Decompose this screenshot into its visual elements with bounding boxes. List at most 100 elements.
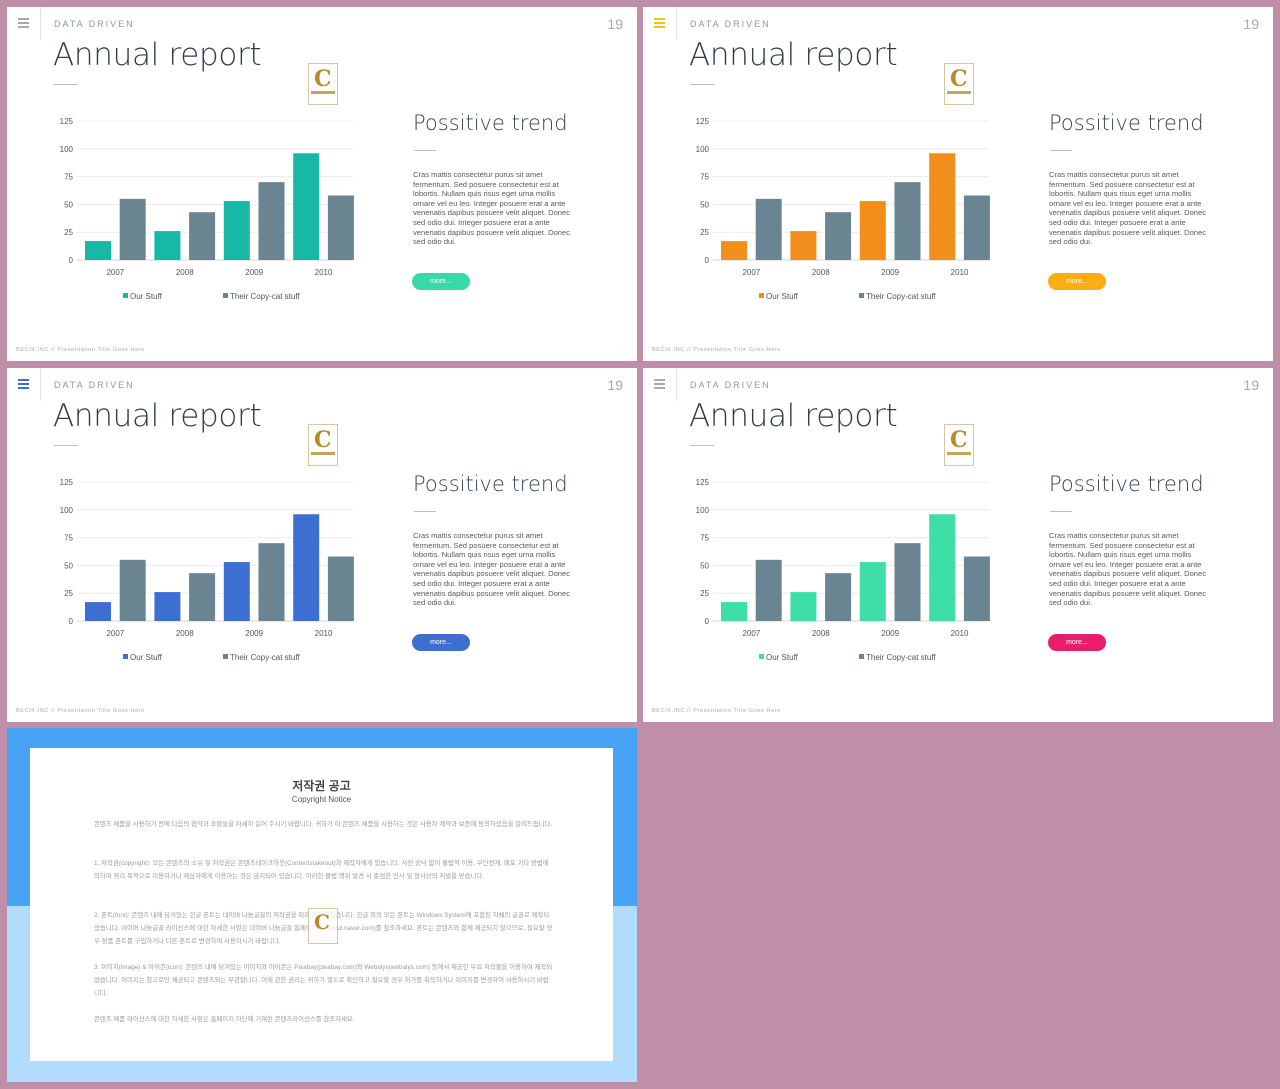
bar <box>258 543 285 621</box>
contents-logo-icon: C <box>308 63 338 105</box>
body-text: Cras mattis consectetur purus sit amet f… <box>1049 531 1207 608</box>
header-divider <box>676 7 677 40</box>
x-tick-label: 2007 <box>106 268 124 277</box>
bar <box>859 201 886 260</box>
heading-underline <box>1050 511 1072 512</box>
hamburger-icon[interactable] <box>654 379 665 390</box>
slide: DATA DRIVEN 19 Annual report 0 25 50 75 100 1… <box>7 7 637 361</box>
bar <box>154 231 181 260</box>
bar <box>790 592 817 621</box>
bar <box>825 573 852 621</box>
y-tick-label: 125 <box>696 117 710 126</box>
trend-heading: Possitive trend <box>413 111 568 135</box>
legend-swatch <box>223 293 228 298</box>
more-button[interactable]: more... <box>412 273 470 290</box>
notice-paragraph: 콘텐츠 제품 라이선스에 대한 자세한 사항은 홈페이지 하단에 기재된 콘텐츠… <box>94 1016 355 1023</box>
legend-swatch <box>223 654 228 659</box>
x-tick-label: 2007 <box>742 629 760 638</box>
footer-text: BECIK.INC // Presentation Title Goes Her… <box>652 347 781 353</box>
more-button[interactable]: more... <box>1048 273 1106 290</box>
y-tick-label: 0 <box>69 256 74 265</box>
hamburger-icon[interactable] <box>18 18 29 29</box>
x-tick-label: 2009 <box>245 629 263 638</box>
trend-heading: Possitive trend <box>413 472 568 496</box>
bar <box>721 602 747 621</box>
bar-chart: 0 25 50 75 100 125 2007 2008 2009 2010 Our Stuff Th… <box>696 478 990 662</box>
bar <box>258 182 285 260</box>
title-underline <box>690 445 714 446</box>
y-tick-label: 50 <box>700 200 709 209</box>
bar <box>755 559 782 621</box>
contents-logo-icon: C <box>944 63 974 105</box>
x-tick-label: 2009 <box>881 268 899 277</box>
x-tick-label: 2009 <box>245 268 263 277</box>
y-tick-label: 25 <box>700 228 709 237</box>
y-tick-label: 25 <box>64 228 73 237</box>
slide-title: Annual report <box>689 37 898 73</box>
x-tick-label: 2007 <box>106 629 124 638</box>
bar <box>189 212 216 260</box>
contents-logo-icon: C <box>308 908 338 944</box>
notice-paragraph: 1. 저작권(copyright): 모든 콘텐츠의 소유 및 저작권은 콘텐츠… <box>94 860 549 880</box>
legend-label: Our Stuff <box>766 292 799 301</box>
y-tick-label: 100 <box>60 506 74 515</box>
y-tick-label: 0 <box>69 617 74 626</box>
bar <box>929 153 956 260</box>
x-tick-label: 2008 <box>176 629 194 638</box>
bar <box>85 602 111 621</box>
x-tick-label: 2010 <box>951 268 969 277</box>
bar <box>790 231 817 260</box>
bar <box>189 573 216 621</box>
x-tick-label: 2009 <box>881 629 899 638</box>
header-divider <box>676 368 677 401</box>
y-tick-label: 100 <box>696 506 710 515</box>
footer-text: BECIK.INC // Presentation Title Goes Her… <box>652 708 781 714</box>
bar <box>755 198 782 260</box>
bar-chart: 0 25 50 75 100 125 2007 2008 2009 2010 Our Stuff Th… <box>696 117 990 301</box>
trend-heading: Possitive trend <box>1049 111 1204 135</box>
y-tick-label: 25 <box>64 589 73 598</box>
trend-heading: Possitive trend <box>1049 472 1204 496</box>
bar <box>894 543 921 621</box>
bar <box>721 241 747 260</box>
footer-text: BECIK.INC // Presentation Title Goes Her… <box>16 347 145 353</box>
more-button[interactable]: more... <box>1048 634 1106 651</box>
header-divider <box>40 7 41 40</box>
hamburger-icon[interactable] <box>654 18 665 29</box>
legend-label: Their Copy-cat stuff <box>230 653 300 662</box>
legend-swatch <box>759 654 764 659</box>
contents-logo-icon: C <box>944 424 974 466</box>
heading-underline <box>1050 150 1072 151</box>
legend-label: Our Stuff <box>130 292 163 301</box>
body-text: Cras mattis consectetur purus sit amet f… <box>413 531 571 608</box>
hamburger-icon[interactable] <box>18 379 29 390</box>
slide: DATA DRIVEN 19 Annual report 0 25 50 75 100 1… <box>643 368 1273 722</box>
y-tick-label: 100 <box>60 145 74 154</box>
title-underline <box>690 84 714 85</box>
y-tick-label: 50 <box>64 561 73 570</box>
slide-title: Annual report <box>689 398 898 434</box>
eyebrow-label: DATA DRIVEN <box>690 380 771 390</box>
body-text: Cras mattis consectetur purus sit amet f… <box>1049 170 1207 247</box>
footer-text: BECIK.INC // Presentation Title Goes Her… <box>16 708 145 714</box>
heading-underline <box>414 511 436 512</box>
legend-label: Their Copy-cat stuff <box>866 653 936 662</box>
bar <box>327 556 354 621</box>
contents-logo-icon: C <box>308 424 338 466</box>
bar <box>85 241 111 260</box>
y-tick-label: 125 <box>696 478 710 487</box>
more-button[interactable]: more... <box>412 634 470 651</box>
y-tick-label: 50 <box>64 200 73 209</box>
y-tick-label: 100 <box>696 145 710 154</box>
bar <box>929 514 956 621</box>
y-tick-label: 0 <box>705 617 710 626</box>
slide-title: Annual report <box>53 37 262 73</box>
bar <box>859 562 886 621</box>
y-tick-label: 75 <box>700 534 709 543</box>
y-tick-label: 0 <box>705 256 710 265</box>
title-underline <box>54 445 78 446</box>
bar <box>894 182 921 260</box>
eyebrow-label: DATA DRIVEN <box>690 19 771 29</box>
page-number: 19 <box>1243 16 1259 32</box>
x-tick-label: 2008 <box>176 268 194 277</box>
